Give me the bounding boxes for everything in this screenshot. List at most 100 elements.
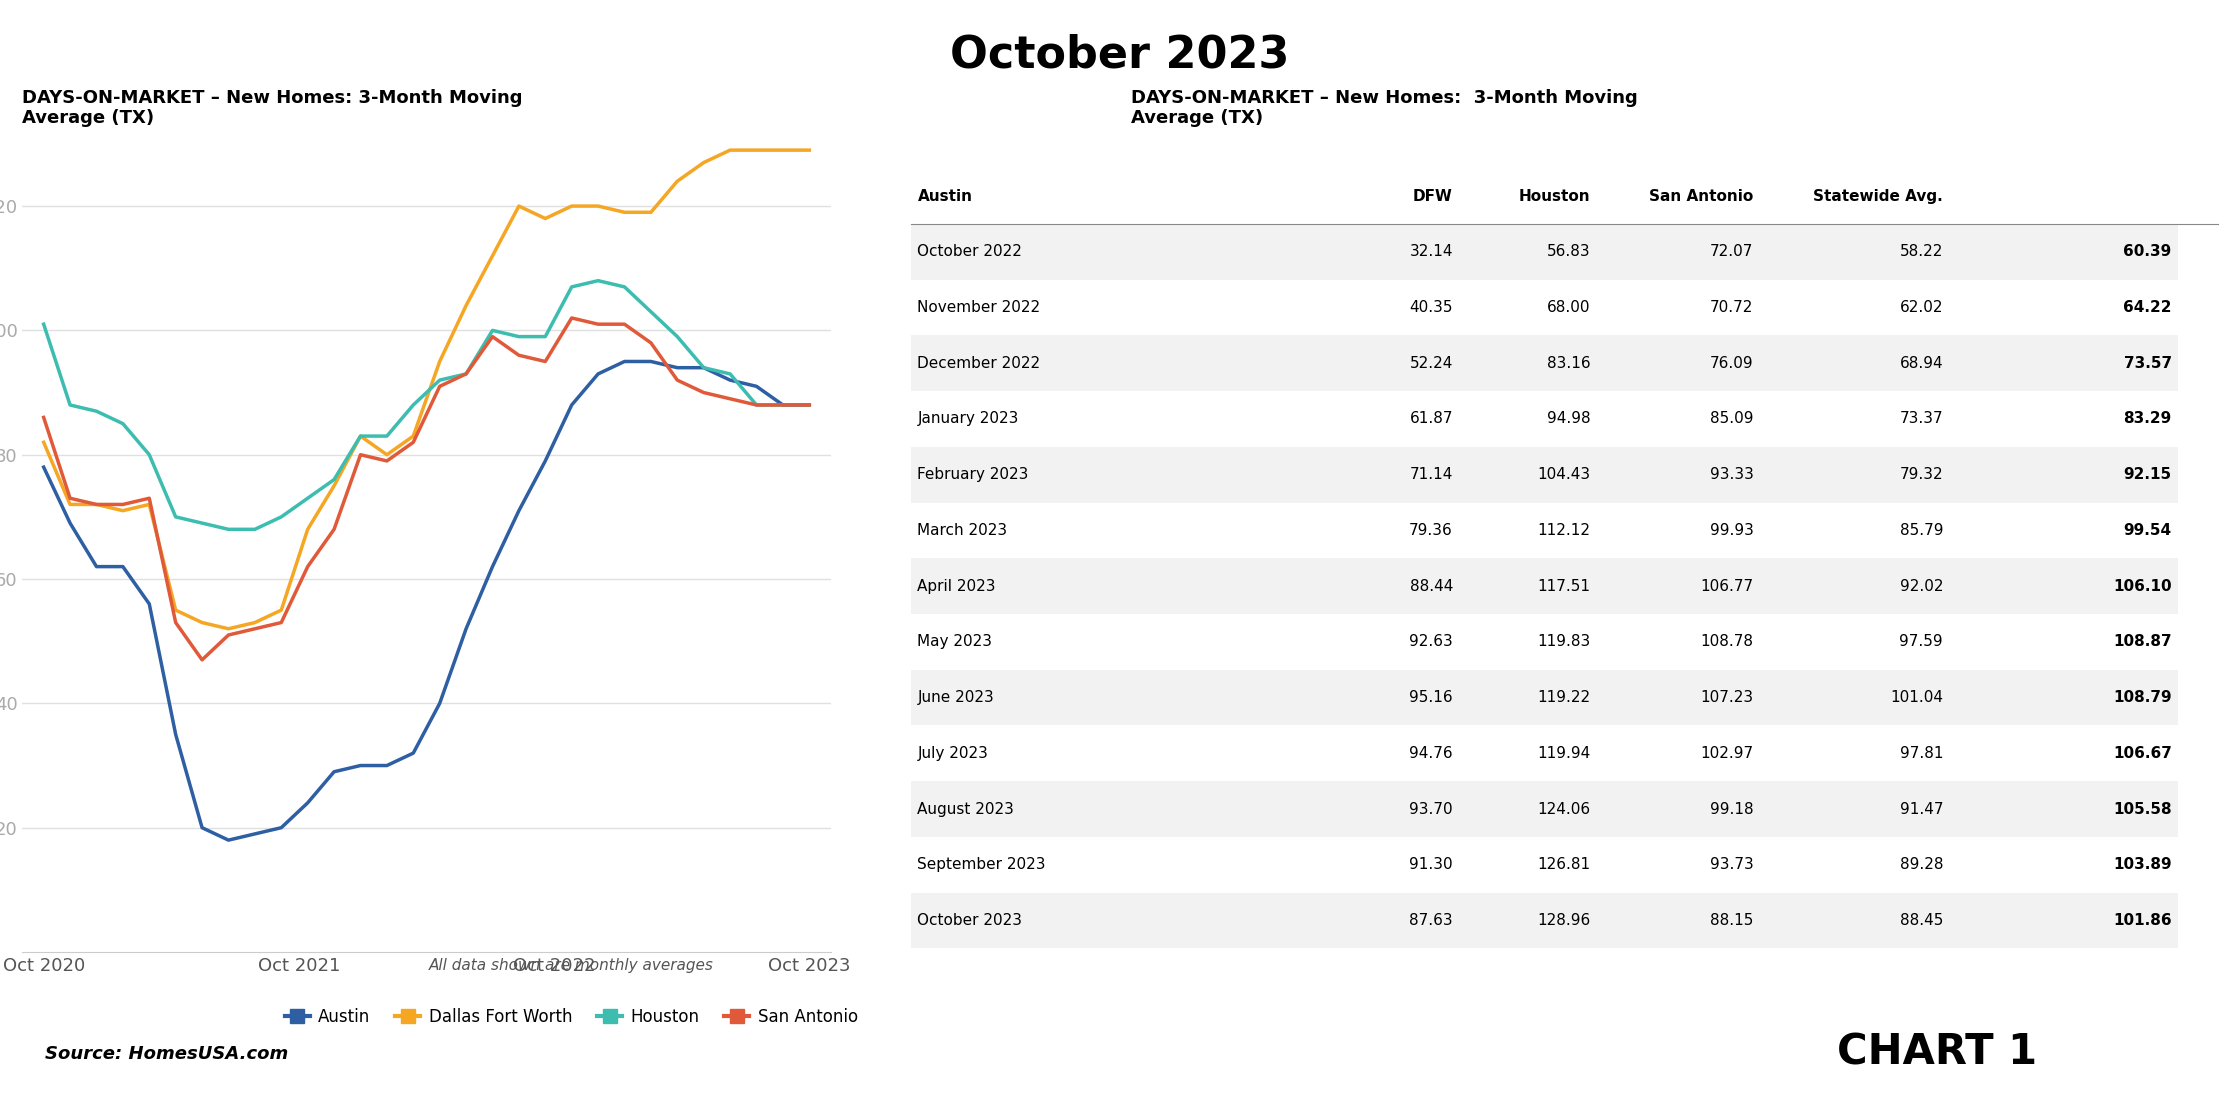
Text: 106.10: 106.10 [2112, 579, 2173, 593]
Text: 92.63: 92.63 [1409, 634, 1454, 650]
Text: 99.54: 99.54 [2124, 523, 2173, 538]
Bar [912, 614, 1297, 670]
Bar [1297, 447, 1460, 503]
Text: 97.59: 97.59 [1900, 634, 1942, 650]
Text: 128.96: 128.96 [1537, 913, 1590, 928]
Bar [1761, 670, 1949, 725]
Text: 112.12: 112.12 [1537, 523, 1590, 538]
Text: March 2023: March 2023 [918, 523, 1008, 538]
Bar [912, 168, 1297, 224]
Text: Austin: Austin [918, 188, 972, 204]
Text: 32.14: 32.14 [1409, 245, 1454, 259]
Bar [1297, 335, 1460, 391]
Text: 101.86: 101.86 [2112, 913, 2173, 928]
Bar [1761, 503, 1949, 558]
Bar [1460, 447, 1597, 503]
Text: January 2023: January 2023 [918, 412, 1019, 426]
Text: 105.58: 105.58 [2112, 801, 2173, 817]
Text: 52.24: 52.24 [1409, 355, 1454, 371]
Bar [1460, 280, 1597, 335]
Bar [912, 725, 1297, 782]
Bar [1761, 782, 1949, 837]
Text: 108.87: 108.87 [2112, 634, 2173, 650]
Text: 64.22: 64.22 [2124, 300, 2173, 315]
Text: July 2023: July 2023 [918, 746, 988, 761]
Bar [1297, 391, 1460, 447]
Bar [1597, 892, 1761, 949]
Text: 76.09: 76.09 [1709, 355, 1754, 371]
Text: 99.18: 99.18 [1709, 801, 1754, 817]
Bar [912, 447, 1297, 503]
Bar [1949, 725, 2177, 782]
Bar [1597, 670, 1761, 725]
Bar [912, 335, 1297, 391]
Text: 91.47: 91.47 [1900, 801, 1942, 817]
Text: San Antonio: San Antonio [1649, 188, 1754, 204]
Text: 92.15: 92.15 [2124, 467, 2173, 483]
Text: 73.57: 73.57 [2124, 355, 2173, 371]
Bar [1460, 670, 1597, 725]
Bar [1597, 558, 1761, 614]
Bar [1460, 224, 1597, 280]
Text: 62.02: 62.02 [1900, 300, 1942, 315]
Text: 70.72: 70.72 [1709, 300, 1754, 315]
Text: 68.94: 68.94 [1900, 355, 1942, 371]
Text: 93.73: 93.73 [1709, 857, 1754, 872]
Text: June 2023: June 2023 [918, 690, 995, 705]
Bar [1597, 614, 1761, 670]
Text: 94.76: 94.76 [1409, 746, 1454, 761]
Text: November 2022: November 2022 [918, 300, 1042, 315]
Bar [1460, 335, 1597, 391]
Bar [1297, 892, 1460, 949]
Text: 73.37: 73.37 [1900, 412, 1942, 426]
Text: 104.43: 104.43 [1537, 467, 1590, 483]
Bar [1761, 391, 1949, 447]
Bar [1297, 280, 1460, 335]
Text: December 2022: December 2022 [918, 355, 1042, 371]
Bar [1761, 558, 1949, 614]
Bar [1597, 725, 1761, 782]
Text: 119.83: 119.83 [1537, 634, 1590, 650]
Bar [1597, 837, 1761, 892]
Text: 85.79: 85.79 [1900, 523, 1942, 538]
Text: 89.28: 89.28 [1900, 857, 1942, 872]
Bar [1597, 391, 1761, 447]
Bar [912, 280, 1297, 335]
Text: 56.83: 56.83 [1546, 245, 1590, 259]
Text: October 2022: October 2022 [918, 245, 1021, 259]
Text: 91.30: 91.30 [1409, 857, 1454, 872]
Text: 79.32: 79.32 [1900, 467, 1942, 483]
Bar [1460, 558, 1597, 614]
Text: 101.04: 101.04 [1891, 690, 1942, 705]
Bar [1460, 837, 1597, 892]
Text: DFW: DFW [1413, 188, 1454, 204]
Bar [1297, 670, 1460, 725]
Text: Statewide Avg.: Statewide Avg. [1814, 188, 1942, 204]
Text: 117.51: 117.51 [1537, 579, 1590, 593]
Text: October 2023: October 2023 [918, 913, 1021, 928]
Bar [1597, 224, 1761, 280]
Bar [1597, 782, 1761, 837]
Bar [1460, 391, 1597, 447]
Bar [1597, 168, 1761, 224]
Bar [1297, 725, 1460, 782]
Bar [1949, 447, 2177, 503]
Text: Houston: Houston [1519, 188, 1590, 204]
Bar [1949, 391, 2177, 447]
Bar [912, 558, 1297, 614]
Text: 88.44: 88.44 [1409, 579, 1454, 593]
Text: 106.77: 106.77 [1700, 579, 1754, 593]
Bar [1460, 892, 1597, 949]
Bar [1597, 503, 1761, 558]
Bar [1949, 614, 2177, 670]
Text: 119.22: 119.22 [1537, 690, 1590, 705]
Text: May 2023: May 2023 [918, 634, 992, 650]
Text: February 2023: February 2023 [918, 467, 1028, 483]
Text: 124.06: 124.06 [1537, 801, 1590, 817]
Text: 107.23: 107.23 [1700, 690, 1754, 705]
Text: 83.16: 83.16 [1546, 355, 1590, 371]
Text: 58.22: 58.22 [1900, 245, 1942, 259]
Bar [912, 503, 1297, 558]
Bar [1460, 725, 1597, 782]
Text: 87.63: 87.63 [1409, 913, 1454, 928]
